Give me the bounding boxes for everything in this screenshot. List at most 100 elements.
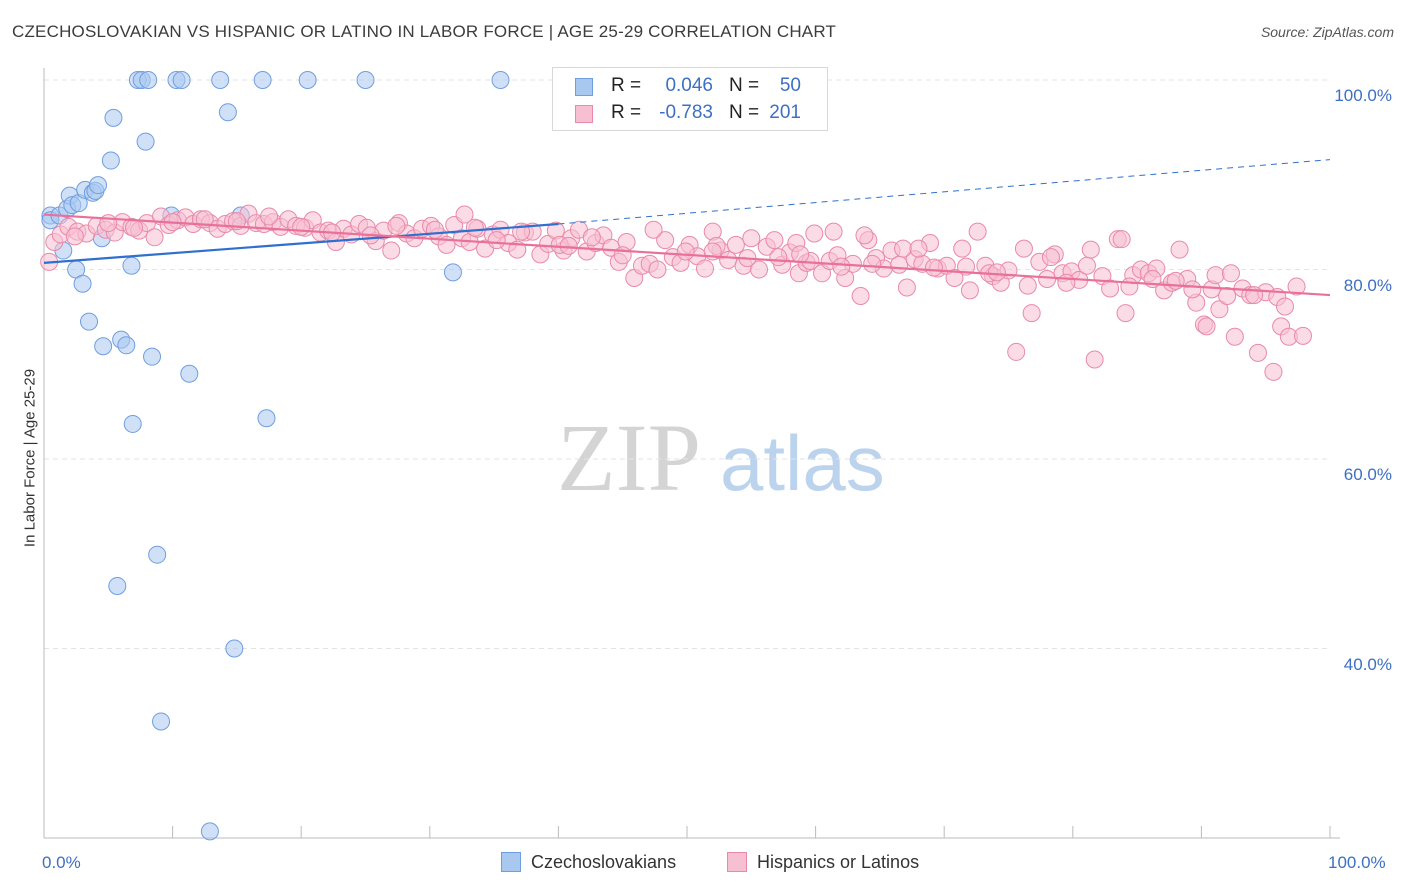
czechoslovakian-point [94,337,113,356]
hispanic-point [65,227,84,246]
czechoslovakian-point [298,71,317,89]
hispanic-point [1077,256,1096,275]
r-label: R = [611,102,642,123]
hispanic-point [648,260,667,279]
czechoslovakian-point [152,712,171,731]
hispanic-point [1197,317,1216,336]
czechoslovakian-point [211,71,230,89]
hispanic-point [909,239,928,258]
czechoslovakian-point [123,414,142,433]
r-label: R = [611,75,642,96]
hispanic-point [726,235,745,254]
hispanic-point [1038,269,1057,288]
hispanic-point [1183,280,1202,299]
czechoslovakian-points [41,71,510,841]
legend-swatch-czechoslovakians-bottom [501,852,521,872]
legend-swatch-hispanics-bottom [727,852,747,872]
hispanic-point [425,220,444,239]
hispanic-point [582,228,601,247]
czechoslovakian-point [143,347,162,366]
legend-item-hispanics[interactable]: Hispanics or Latinos [727,852,919,873]
source-credit: Source: ZipAtlas.com [1260,24,1394,40]
czechoslovakian-point [148,545,167,564]
hispanic-point [1170,240,1189,259]
watermark-zip: ZIP [557,404,701,511]
hispanic-point [765,231,784,250]
hispanic-point [1293,326,1312,345]
legend-swatch-hispanics [575,105,593,123]
hispanic-point [832,257,851,276]
hispanic-point [465,218,484,237]
czechoslovakian-point [443,263,462,282]
x-tick-min: 0.0% [42,853,81,872]
czechoslovakian-point [117,336,136,355]
trend-line-extension [558,159,1331,225]
czechoslovakian-point [172,71,191,89]
legend-row-czechoslovakians: R = 0.046 N = 50 [553,73,827,101]
hispanic-point [1120,277,1139,296]
hispanic-point [676,242,695,261]
watermark-atlas: atlas [720,419,885,507]
hispanic-point [1287,277,1306,296]
hispanic-point [750,260,769,279]
hispanic-point [1218,287,1237,306]
y-tick-label: 60.0% [1343,465,1392,484]
hispanic-point [387,216,406,235]
hispanic-point [125,218,144,237]
hispanic-point [1248,343,1267,362]
hispanic-point [924,258,943,277]
hispanic-point [145,228,164,247]
hispanic-point [742,229,761,248]
czechoslovakian-point [122,256,141,275]
czechoslovakian-point [101,151,120,170]
hispanic-point [644,220,663,239]
hispanic-points [40,204,1312,381]
hispanic-point [455,205,474,224]
hispanic-point [1101,279,1120,298]
czechoslovakian-point [89,176,108,195]
czechoslovakian-point [356,71,375,89]
czechoslovakian-point [225,639,244,658]
hispanic-point [1085,350,1104,369]
hispanic-point [1081,240,1100,259]
czechoslovakian-point [218,103,237,122]
czechoslovakian-point [139,71,158,89]
czechoslovakian-point [136,132,155,151]
hispanic-point [824,222,843,241]
r-value: 0.046 [665,75,713,96]
n-label: N = [729,102,760,123]
n-value: 50 [779,75,801,96]
hispanic-point [769,248,788,267]
hispanic-point [805,224,824,243]
legend-swatch-czechoslovakians [575,78,593,96]
czechoslovakian-point [73,274,92,293]
x-tick-max: 100.0% [1328,853,1386,872]
legend-item-czechoslovakians[interactable]: Czechoslovakians [501,852,676,873]
hispanic-point [960,281,979,300]
hispanic-point [897,278,916,297]
czechoslovakian-point [253,71,272,89]
hispanic-point [1041,248,1060,267]
n-label: N = [729,75,760,96]
hispanic-point [1014,239,1033,258]
trend-line-czechoslovakians [43,222,559,264]
hispanic-point [1018,276,1037,295]
czechoslovakian-point [108,576,127,595]
hispanic-point [851,287,870,306]
legend-label-czechoslovakians: Czechoslovakians [531,852,677,872]
hispanic-point [945,269,964,288]
hispanic-point [953,239,972,258]
n-value: 201 [769,102,801,123]
czechoslovakian-point [80,312,99,331]
axes [43,68,1340,839]
grid [44,79,1330,649]
legend-label-hispanics: Hispanics or Latinos [757,852,920,872]
hispanic-point [1007,342,1026,361]
hispanic-point [1112,230,1131,249]
legend-row-hispanics: R = -0.783 N = 201 [553,100,827,128]
chart-title: CZECHOSLOVAKIAN VS HISPANIC OR LATINO IN… [12,22,837,41]
hispanic-point [487,231,506,250]
hispanic-point [863,254,882,273]
hispanic-point [1221,264,1240,283]
y-tick-label: 40.0% [1343,654,1392,674]
